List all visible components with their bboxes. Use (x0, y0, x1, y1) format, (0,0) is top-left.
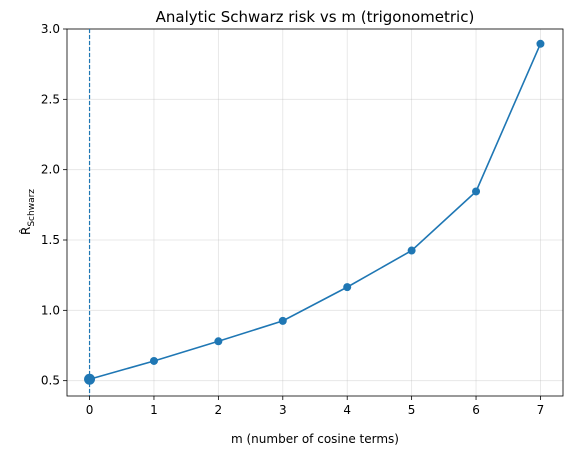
x-tick-label: 4 (343, 403, 351, 417)
x-tick-label: 1 (150, 403, 158, 417)
x-tick-label: 3 (279, 403, 287, 417)
series-layer (84, 29, 545, 396)
highlight-point (84, 373, 96, 385)
data-point (536, 39, 545, 48)
data-point (149, 356, 158, 365)
x-tick-label: 7 (537, 403, 545, 417)
y-axis-ticks: 0.5 1.0 1.5 2.0 2.5 3.0 (41, 22, 67, 388)
data-point (343, 283, 352, 292)
y-tick-label: 2.0 (41, 163, 60, 177)
y-tick-label: 0.5 (41, 374, 60, 388)
y-tick-label: 1.5 (41, 233, 60, 247)
x-tick-label: 2 (215, 403, 223, 417)
grid (67, 28, 563, 396)
series-line (89, 43, 542, 381)
y-axis-label-main: R̂ (19, 227, 33, 235)
chart-title: Analytic Schwarz risk vs m (trigonometri… (156, 8, 475, 26)
y-tick-label: 2.5 (41, 92, 60, 106)
x-axis-label: m (number of cosine terms) (231, 432, 399, 446)
data-point (407, 246, 416, 255)
y-axis-label-group: R̂Schwarz (19, 189, 37, 235)
y-axis-label-subscript: Schwarz (27, 189, 37, 227)
data-point (472, 187, 481, 196)
data-point (278, 316, 287, 325)
x-tick-label: 0 (86, 403, 94, 417)
y-axis-label: R̂Schwarz (19, 189, 37, 235)
y-tick-label: 1.0 (41, 303, 60, 317)
x-axis-ticks: 0 1 2 3 4 5 6 7 (86, 396, 545, 417)
plot-frame (66, 28, 564, 397)
y-tick-label: 3.0 (41, 22, 60, 36)
x-tick-label: 5 (408, 403, 416, 417)
x-tick-label: 6 (472, 403, 480, 417)
data-point (214, 337, 223, 346)
